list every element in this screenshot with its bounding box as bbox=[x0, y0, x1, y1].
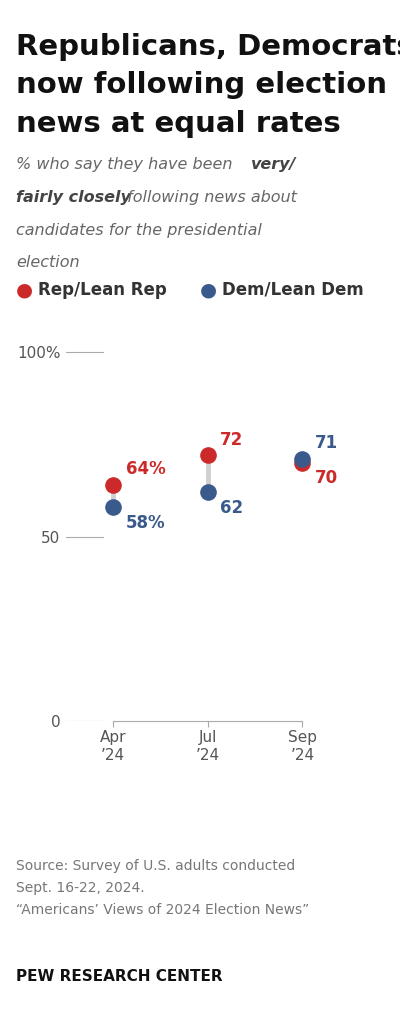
Text: Dem/Lean Dem: Dem/Lean Dem bbox=[222, 280, 364, 299]
Point bbox=[299, 451, 306, 467]
Text: Republicans, Democrats: Republicans, Democrats bbox=[16, 33, 400, 61]
Point bbox=[205, 447, 211, 463]
Text: “Americans’ Views of 2024 Election News”: “Americans’ Views of 2024 Election News” bbox=[16, 903, 309, 917]
Point bbox=[110, 499, 116, 515]
Text: 62: 62 bbox=[220, 499, 243, 517]
Text: ●: ● bbox=[16, 280, 33, 299]
Text: 58%: 58% bbox=[126, 514, 165, 531]
Point bbox=[299, 454, 306, 470]
Text: very/: very/ bbox=[251, 157, 296, 173]
Text: candidates for the presidential: candidates for the presidential bbox=[16, 223, 262, 238]
Text: election: election bbox=[16, 255, 80, 270]
Text: 72: 72 bbox=[220, 431, 243, 449]
Point bbox=[110, 477, 116, 493]
Text: 64%: 64% bbox=[126, 460, 165, 479]
Text: Rep/Lean Rep: Rep/Lean Rep bbox=[38, 280, 167, 299]
Text: fairly closely: fairly closely bbox=[16, 190, 131, 205]
Text: % who say they have been: % who say they have been bbox=[16, 157, 238, 173]
Text: 71: 71 bbox=[315, 435, 338, 452]
Text: news at equal rates: news at equal rates bbox=[16, 110, 341, 138]
Text: 70: 70 bbox=[315, 469, 338, 488]
Text: now following election: now following election bbox=[16, 71, 387, 100]
Text: PEW RESEARCH CENTER: PEW RESEARCH CENTER bbox=[16, 969, 223, 985]
Text: ●: ● bbox=[200, 280, 217, 299]
Text: Sept. 16-22, 2024.: Sept. 16-22, 2024. bbox=[16, 881, 145, 895]
Text: Source: Survey of U.S. adults conducted: Source: Survey of U.S. adults conducted bbox=[16, 859, 295, 873]
Text: following news about: following news about bbox=[122, 190, 297, 205]
Point bbox=[205, 485, 211, 501]
